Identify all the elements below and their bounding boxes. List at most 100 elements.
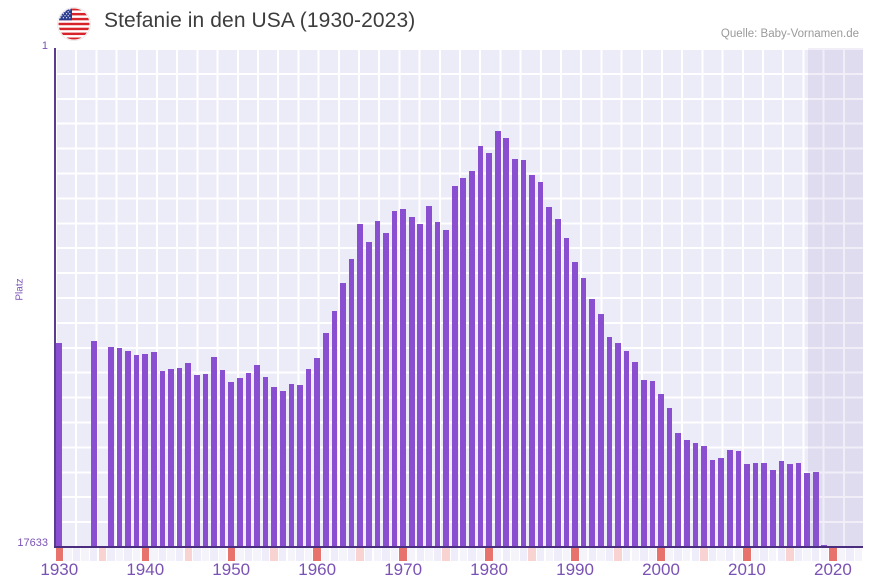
bar-1954[interactable] xyxy=(262,376,269,546)
bar-1976[interactable] xyxy=(451,186,458,546)
bar-1963[interactable] xyxy=(340,282,346,546)
bar-1943[interactable] xyxy=(168,369,174,546)
bar-1953[interactable] xyxy=(254,364,260,546)
bar-2009[interactable] xyxy=(735,450,742,546)
bar-1986[interactable] xyxy=(537,181,544,546)
bar-1948[interactable] xyxy=(211,356,217,546)
bar-1950[interactable] xyxy=(228,381,235,546)
bar-1972[interactable] xyxy=(417,223,424,546)
bar-1962[interactable] xyxy=(331,310,338,546)
bar-1964[interactable] xyxy=(348,259,355,546)
bar-2010[interactable] xyxy=(744,464,750,546)
bar-1941[interactable] xyxy=(151,351,157,546)
bar-1977[interactable] xyxy=(460,178,467,546)
bar-1979[interactable] xyxy=(477,145,484,546)
bar-1992[interactable] xyxy=(589,299,596,546)
x-tick-marker-1994 xyxy=(605,548,614,561)
bar-2000[interactable] xyxy=(658,394,664,546)
bar-1990[interactable] xyxy=(572,261,578,546)
bar-1988[interactable] xyxy=(555,219,561,546)
x-tick-marker-1951 xyxy=(236,548,244,561)
bar-1996[interactable] xyxy=(623,351,630,546)
bar-1973[interactable] xyxy=(426,205,432,546)
x-tick-marker-1983 xyxy=(511,548,519,561)
bar-1982[interactable] xyxy=(503,137,510,546)
bar-1994[interactable] xyxy=(606,337,613,546)
bar-2007[interactable] xyxy=(718,458,724,546)
bar-1970[interactable] xyxy=(400,209,406,546)
bar-1993[interactable] xyxy=(597,314,604,546)
bar-2002[interactable] xyxy=(675,433,682,546)
bar-1944[interactable] xyxy=(176,367,183,546)
bar-1958[interactable] xyxy=(297,384,303,546)
bar-1947[interactable] xyxy=(202,373,209,546)
bar-1999[interactable] xyxy=(649,381,656,546)
bar-1946[interactable] xyxy=(193,375,200,546)
bar-2006[interactable] xyxy=(709,460,716,546)
bar-2015[interactable] xyxy=(787,463,793,546)
bar-1975[interactable] xyxy=(443,229,449,546)
bar-1961[interactable] xyxy=(322,332,329,546)
bar-1967[interactable] xyxy=(374,220,381,546)
bar-1956[interactable] xyxy=(279,391,286,546)
bar-2013[interactable] xyxy=(769,470,776,546)
bar-2005[interactable] xyxy=(701,445,707,546)
bar-1960[interactable] xyxy=(314,357,320,546)
bar-1987[interactable] xyxy=(546,207,553,546)
x-tick-marker-1953 xyxy=(253,548,261,561)
bar-1980[interactable] xyxy=(486,152,492,546)
bar-1957[interactable] xyxy=(288,383,295,546)
bar-1966[interactable] xyxy=(365,242,372,546)
x-tick-marker-2018 xyxy=(812,548,820,561)
bar-1989[interactable] xyxy=(563,237,570,546)
x-tick-marker-1984 xyxy=(519,548,528,561)
bar-1930[interactable] xyxy=(56,342,63,546)
bar-2004[interactable] xyxy=(692,442,699,546)
bar-1955[interactable] xyxy=(271,387,278,546)
x-tick-marker-2000 xyxy=(657,548,665,561)
bar-1985[interactable] xyxy=(529,175,535,546)
x-tick-marker-1992 xyxy=(588,548,596,561)
bar-2003[interactable] xyxy=(683,440,690,546)
y-axis-tick-top: 1 xyxy=(41,40,48,52)
bar-1978[interactable] xyxy=(469,170,475,546)
x-tick-marker-1989 xyxy=(562,548,571,561)
bar-1949[interactable] xyxy=(219,370,226,546)
bar-1974[interactable] xyxy=(434,222,441,546)
bar-1942[interactable] xyxy=(159,370,166,546)
bar-1937[interactable] xyxy=(116,348,123,546)
bar-1945[interactable] xyxy=(185,362,192,546)
bar-1934[interactable] xyxy=(90,340,97,546)
bar-1952[interactable] xyxy=(245,372,252,546)
x-tick-marker-1930 xyxy=(55,548,63,561)
bar-1969[interactable] xyxy=(391,211,398,546)
bar-2011[interactable] xyxy=(752,462,759,546)
bar-2014[interactable] xyxy=(778,461,785,546)
bar-2017[interactable] xyxy=(804,473,810,546)
x-tick-marker-1966 xyxy=(365,548,373,561)
bar-1939[interactable] xyxy=(133,355,140,546)
bar-1940[interactable] xyxy=(142,353,149,546)
bar-2001[interactable] xyxy=(666,408,673,546)
bar-2012[interactable] xyxy=(761,462,767,546)
bar-2016[interactable] xyxy=(795,462,802,546)
x-axis-label-1960: 1960 xyxy=(298,560,337,579)
bar-1968[interactable] xyxy=(383,233,389,546)
bar-1991[interactable] xyxy=(580,277,587,546)
bar-2018[interactable] xyxy=(812,472,819,546)
bar-1938[interactable] xyxy=(125,350,131,546)
bar-1984[interactable] xyxy=(520,160,527,546)
bar-1983[interactable] xyxy=(512,158,518,546)
bar-1981[interactable] xyxy=(494,130,501,546)
bar-1951[interactable] xyxy=(236,377,243,546)
bar-1936[interactable] xyxy=(108,346,114,546)
bar-2008[interactable] xyxy=(726,449,733,546)
bar-1995[interactable] xyxy=(615,343,621,546)
bar-1971[interactable] xyxy=(408,216,415,546)
bar-1998[interactable] xyxy=(640,380,647,546)
bar-1959[interactable] xyxy=(305,369,312,546)
bar-1997[interactable] xyxy=(632,362,639,546)
bar-2019[interactable] xyxy=(821,545,828,546)
bar-1965[interactable] xyxy=(357,224,363,546)
x-axis-label-1940: 1940 xyxy=(126,560,165,579)
